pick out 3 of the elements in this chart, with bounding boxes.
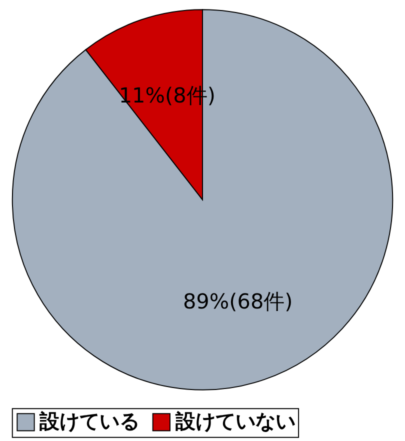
data-label: 89%(68件)	[182, 290, 293, 314]
legend-label: 設けていない	[174, 410, 296, 434]
legend-label: 設けている	[38, 410, 140, 434]
